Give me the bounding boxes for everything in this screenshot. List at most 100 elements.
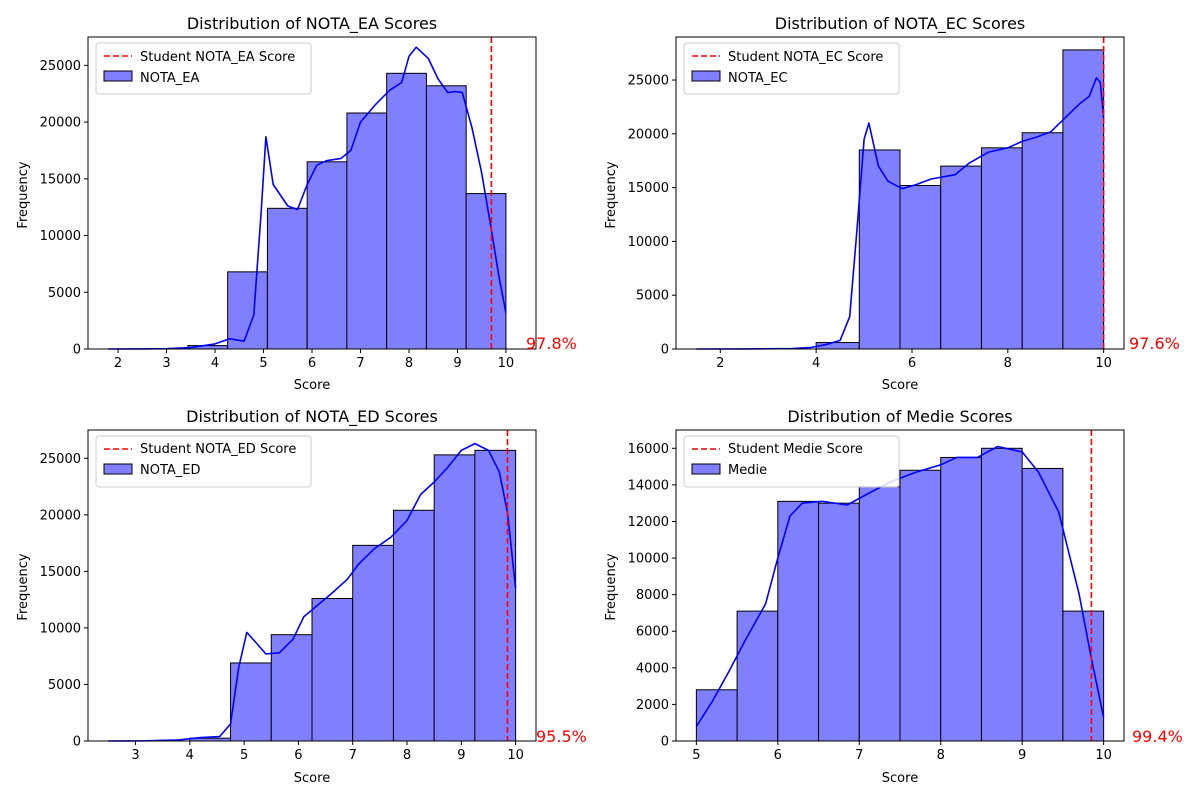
histogram-bar xyxy=(899,469,942,742)
y-tick-label: 8000 xyxy=(636,588,669,603)
legend-box xyxy=(95,435,312,488)
y-tick-label: 15000 xyxy=(40,172,81,187)
percentile-label: 97.8% xyxy=(526,334,577,353)
histogram-bar xyxy=(306,161,348,350)
x-tick-label: 7 xyxy=(855,748,863,763)
x-tick-label: 6 xyxy=(294,748,302,763)
histogram-bar xyxy=(465,193,507,350)
legend-marker-patch xyxy=(103,463,133,475)
x-tick-label: 7 xyxy=(349,748,357,763)
y-tick-label: 20000 xyxy=(40,116,81,131)
histogram-bar xyxy=(266,207,308,350)
legend-marker-patch xyxy=(691,463,721,475)
histogram-bar xyxy=(818,502,860,742)
histogram-bar xyxy=(352,544,394,742)
histogram-bar xyxy=(858,486,901,742)
legend-box xyxy=(683,435,900,488)
legend-marker-patch xyxy=(103,70,133,82)
histogram-bar xyxy=(1062,49,1105,350)
histogram-bar xyxy=(980,147,1023,350)
histogram-bar xyxy=(858,149,901,350)
plot-frame xyxy=(675,429,1125,742)
chart-title: Distribution of NOTA_ED Scores xyxy=(186,407,438,427)
x-tick-label: 4 xyxy=(186,748,194,763)
chart-panel-nota-ec: Distribution of NOTA_EC Scores Score Fre… xyxy=(604,14,1180,393)
x-tick-label: 8 xyxy=(405,356,413,371)
x-tick-label: 10 xyxy=(498,356,515,371)
x-tick-label: 9 xyxy=(457,748,465,763)
histogram-bar xyxy=(433,454,476,742)
x-tick-label: 9 xyxy=(1018,748,1026,763)
x-tick-label: 10 xyxy=(507,748,524,763)
x-tick-label: 5 xyxy=(259,356,267,371)
histogram-bar xyxy=(1021,467,1064,742)
plot-frame xyxy=(87,429,537,742)
x-tick-label: 3 xyxy=(162,356,170,371)
legend-box xyxy=(683,42,900,95)
legend-box xyxy=(95,42,312,95)
x-tick-label: 5 xyxy=(692,748,700,763)
y-axis-label: Frequency xyxy=(16,161,31,228)
histogram-bar xyxy=(392,509,435,742)
y-tick-label: 20000 xyxy=(40,508,81,523)
y-tick-label: 5000 xyxy=(48,678,81,693)
legend-label-student: Student NOTA_EC Score xyxy=(728,50,883,65)
y-tick-label: 25000 xyxy=(40,452,81,467)
y-tick-label: 10000 xyxy=(628,552,669,567)
x-axis-label: Score xyxy=(294,771,330,786)
x-tick-label: 4 xyxy=(812,356,820,371)
histogram-bar xyxy=(474,449,517,742)
x-tick-label: 8 xyxy=(1004,356,1012,371)
y-tick-label: 10000 xyxy=(40,621,81,636)
y-axis-label: Frequency xyxy=(16,553,31,620)
chart-panel-nota-ea: Distribution of NOTA_EA Scores Score Fre… xyxy=(16,14,577,393)
y-axis-label: Frequency xyxy=(604,161,619,228)
percentile-label: 97.6% xyxy=(1129,334,1180,353)
x-tick-label: 2 xyxy=(114,356,122,371)
histogram-bar xyxy=(940,456,982,742)
x-tick-label: 2 xyxy=(716,356,724,371)
legend-marker-patch xyxy=(691,70,721,82)
x-tick-label: 10 xyxy=(1095,356,1112,371)
y-tick-label: 12000 xyxy=(628,515,669,530)
chart-title: Distribution of NOTA_EC Scores xyxy=(775,14,1026,34)
chart-title: Distribution of Medie Scores xyxy=(787,407,1012,426)
kde-curve xyxy=(696,77,1105,350)
x-tick-label: 6 xyxy=(908,356,916,371)
legend-label-series: NOTA_EC xyxy=(728,71,788,86)
y-tick-label: 20000 xyxy=(628,127,669,142)
histogram-bar xyxy=(736,610,779,742)
histogram-bar xyxy=(311,598,354,742)
y-tick-label: 5000 xyxy=(48,286,81,301)
percentile-label: 95.5% xyxy=(536,727,587,746)
y-tick-label: 0 xyxy=(73,735,81,750)
x-tick-label: 5 xyxy=(240,748,248,763)
x-tick-label: 6 xyxy=(308,356,316,371)
y-tick-label: 16000 xyxy=(628,442,669,457)
y-tick-label: 14000 xyxy=(628,478,669,493)
x-tick-label: 10 xyxy=(1095,748,1112,763)
x-tick-label: 6 xyxy=(774,748,782,763)
y-tick-label: 25000 xyxy=(628,74,669,89)
kde-curve xyxy=(108,442,517,742)
x-tick-label: 7 xyxy=(356,356,364,371)
chart-panel-medie: Distribution of Medie Scores Score Frequ… xyxy=(604,407,1183,786)
histogram-bar xyxy=(1062,610,1105,742)
legend-label-series: Medie xyxy=(728,463,767,478)
x-tick-label: 8 xyxy=(937,748,945,763)
histogram-bar xyxy=(425,85,467,350)
chart-panel-nota-ed: Distribution of NOTA_ED Scores Score Fre… xyxy=(16,407,587,786)
legend-label-series: NOTA_EA xyxy=(140,71,199,86)
histogram-bar xyxy=(270,634,313,742)
histogram-bar xyxy=(1021,132,1064,350)
x-axis-label: Score xyxy=(294,378,330,393)
legend-label-student: Student NOTA_EA Score xyxy=(140,50,295,65)
y-tick-label: 10000 xyxy=(40,229,81,244)
histogram-bar xyxy=(346,112,388,350)
y-tick-label: 25000 xyxy=(40,59,81,74)
legend-label-student: Student Medie Score xyxy=(728,442,863,457)
y-tick-label: 15000 xyxy=(628,181,669,196)
legend-label-series: NOTA_ED xyxy=(140,463,201,478)
histogram-bar xyxy=(777,500,820,742)
